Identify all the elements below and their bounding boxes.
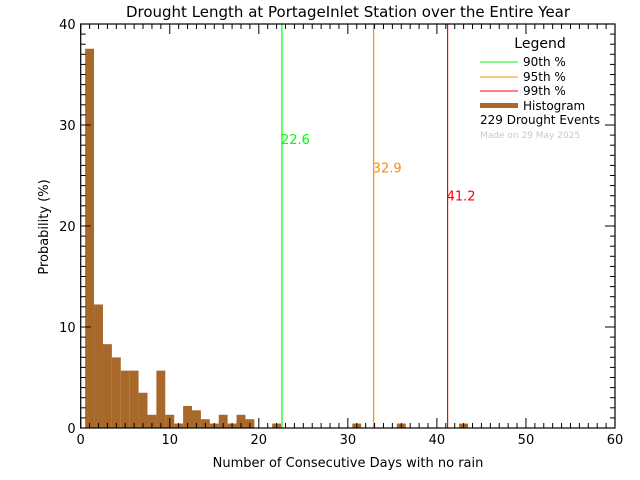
legend-label-95: 95th % xyxy=(523,70,566,84)
percentile-label: 41.2 xyxy=(447,190,476,205)
x-tick-label: 40 xyxy=(429,433,446,448)
legend-title: Legend xyxy=(514,36,565,52)
chart-title: Drought Length at PortageInlet Station o… xyxy=(126,3,571,21)
legend-label-99: 99th % xyxy=(523,84,566,98)
histogram-bar xyxy=(156,370,166,428)
legend-label-histogram: Histogram xyxy=(523,99,585,113)
x-tick-label: 10 xyxy=(161,433,178,448)
y-tick-label: 30 xyxy=(59,119,76,134)
histogram-bar xyxy=(192,410,201,428)
y-tick-label: 20 xyxy=(59,220,76,235)
histogram-bar xyxy=(120,370,130,428)
legend: Legend 90th % 95th % 99th % Histogram 22… xyxy=(480,36,600,141)
histogram-bar xyxy=(129,370,139,428)
histogram-bar xyxy=(138,392,148,428)
y-axis-label: Probability (%) xyxy=(37,179,52,274)
percentile-label: 32.9 xyxy=(373,161,402,176)
y-tick-label: 40 xyxy=(59,18,76,33)
legend-event-count: 229 Drought Events xyxy=(480,113,600,127)
histogram-bar xyxy=(236,414,246,428)
histogram-bar xyxy=(102,344,112,428)
histogram-bar xyxy=(218,414,228,428)
x-axis-label: Number of Consecutive Days with no rain xyxy=(213,456,484,471)
legend-made-on: Made on 29 May 2025 xyxy=(480,131,580,141)
legend-label-90: 90th % xyxy=(523,55,566,69)
x-tick-label: 30 xyxy=(340,433,357,448)
histogram-bar xyxy=(94,304,103,428)
histogram-bar xyxy=(147,414,157,428)
x-tick-label: 50 xyxy=(518,433,535,448)
percentile-label: 22.6 xyxy=(281,133,310,148)
legend-swatch-histogram xyxy=(480,103,518,108)
x-tick-label: 20 xyxy=(251,433,268,448)
y-tick-label: 0 xyxy=(67,422,75,437)
histogram-bar xyxy=(183,405,193,428)
histogram-bar xyxy=(85,48,95,429)
x-tick-label: 60 xyxy=(607,433,624,448)
y-tick-label: 10 xyxy=(59,321,76,336)
histogram-bar xyxy=(111,357,121,428)
x-tick-label: 0 xyxy=(77,433,85,448)
